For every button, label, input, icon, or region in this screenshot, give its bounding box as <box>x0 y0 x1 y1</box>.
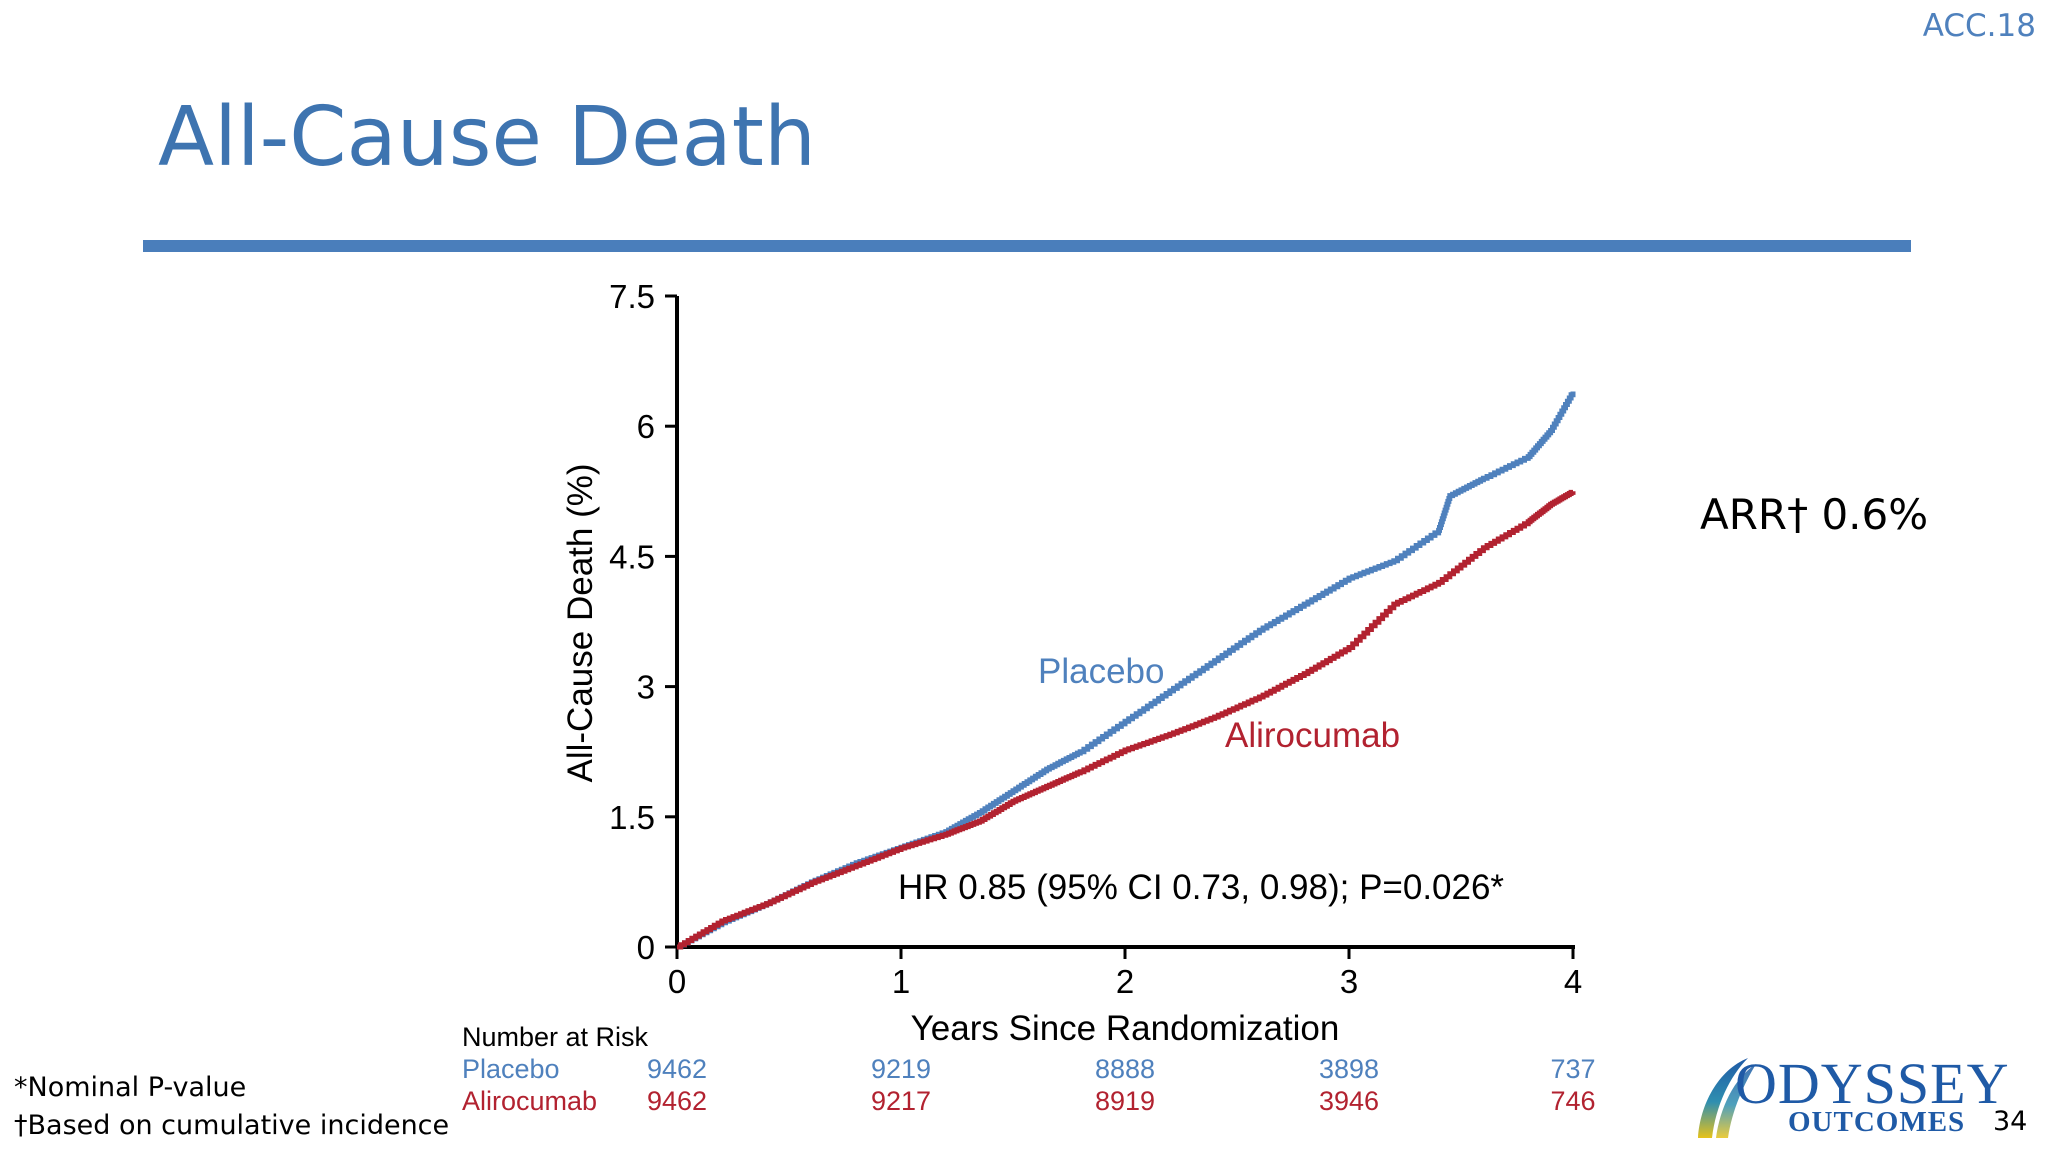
risk-table-title: Number at Risk <box>462 1022 649 1052</box>
risk-cell: 737 <box>1550 1054 1595 1084</box>
placebo-series-label: Placebo <box>1038 652 1164 691</box>
risk-cell: 9219 <box>871 1054 931 1084</box>
title-divider <box>143 240 1911 252</box>
y-tick-label: 7.5 <box>609 278 655 315</box>
risk-cell: 3946 <box>1319 1086 1379 1116</box>
x-tick-label: 0 <box>668 963 686 1000</box>
risk-cell: 9462 <box>647 1086 707 1116</box>
y-tick-label: 6 <box>637 408 655 445</box>
page-number: 34 <box>1993 1106 2028 1137</box>
risk-cell: 8888 <box>1095 1054 1155 1084</box>
odyssey-logo-icon <box>1698 1058 1756 1138</box>
x-tick-label: 4 <box>1564 963 1582 1000</box>
y-tick-label: 3 <box>637 669 655 706</box>
risk-cell: 8919 <box>1095 1086 1155 1116</box>
chart-axes <box>675 296 1575 949</box>
risk-cell: 9217 <box>871 1086 931 1116</box>
conference-tag: ACC.18 <box>1922 8 2036 44</box>
alirocumab-line <box>677 489 1576 950</box>
y-tick-label: 1.5 <box>609 799 655 836</box>
y-tick-label: 0 <box>637 929 655 966</box>
risk-cell: 746 <box>1550 1086 1595 1116</box>
logo-word-outcomes: OUTCOMES <box>1788 1106 1966 1138</box>
logo-word-odyssey: ODYSSEY <box>1735 1051 2010 1116</box>
chart-labels: Years Since Randomization All-Cause Death… <box>561 464 1504 1049</box>
slide-title: All-Cause Death <box>158 90 816 185</box>
x-tick-label: 1 <box>892 963 910 1000</box>
footnote-nominal: *Nominal P-value <box>14 1072 247 1103</box>
chart-series <box>677 391 1576 950</box>
chart-ticks: 0 1.5 3 4.5 6 7.5 0 1 2 3 4 <box>609 278 1582 1000</box>
y-axis-label: All-Cause Death (%) <box>561 464 600 783</box>
x-axis-label: Years Since Randomization <box>911 1009 1340 1048</box>
risk-row-label: Alirocumab <box>462 1086 597 1116</box>
x-tick-label: 3 <box>1340 963 1358 1000</box>
y-tick-label: 4.5 <box>609 538 655 575</box>
hazard-ratio-text: HR 0.85 (95% CI 0.73, 0.98); P=0.026* <box>898 868 1504 907</box>
risk-cell: 3898 <box>1319 1054 1379 1084</box>
footnote-cumulative: †Based on cumulative incidence <box>14 1110 450 1141</box>
arr-annotation: ARR† 0.6% <box>1700 490 1929 539</box>
x-tick-label: 2 <box>1116 963 1134 1000</box>
alirocumab-series-label: Alirocumab <box>1225 716 1400 755</box>
risk-row-label: Placebo <box>462 1054 560 1084</box>
risk-cell: 9462 <box>647 1054 707 1084</box>
